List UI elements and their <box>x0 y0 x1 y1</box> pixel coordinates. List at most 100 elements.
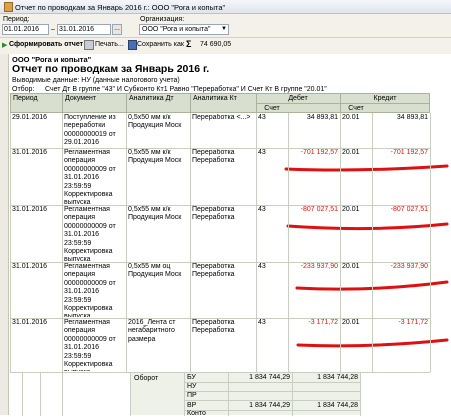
column-header: Дебет <box>288 95 308 102</box>
org-label: Организация: <box>140 16 185 23</box>
totals-line <box>130 373 131 416</box>
cell: Регламентная операция 00000000009 от 31.… <box>64 206 116 261</box>
row-border <box>10 372 430 373</box>
cell: Поступление из переработки 00000000019 о… <box>64 114 116 147</box>
cell: 20.01 <box>342 114 360 121</box>
totals-line <box>184 373 185 416</box>
column-header: Период <box>13 95 38 102</box>
sum-icon[interactable]: Σ <box>186 39 192 49</box>
date-to-field[interactable]: 31.01.2016 <box>57 24 111 35</box>
dropdown-arrow: ▼ <box>221 26 227 32</box>
column-header: Аналитика Дт <box>129 95 174 102</box>
cell: 43 <box>258 319 266 326</box>
generate-button[interactable]: Сформировать отчет <box>9 41 84 48</box>
totals-cell: 1 834 744,28 <box>317 401 358 409</box>
red-underline <box>296 338 449 348</box>
cell: Переработка Переработка <box>192 319 235 335</box>
cell: 31.01.2016 <box>12 319 48 326</box>
totals-cell: 1 834 744,28 <box>317 374 358 381</box>
print-button[interactable]: Печать... <box>95 41 124 48</box>
org: ООО "Рога и копыта" <box>142 26 211 33</box>
cell: -3 171,72 <box>308 319 338 326</box>
cell: 0,5x55 мм к/к Продукция Моск <box>128 206 182 222</box>
column-header: Кредит <box>373 95 397 102</box>
column-line <box>190 113 191 372</box>
totals-next: Конто <box>187 409 206 417</box>
totals-cell: 1 834 744,29 <box>249 401 290 409</box>
separator: – <box>51 26 55 33</box>
row-border <box>10 262 430 263</box>
cell: Переработка Переработка <box>192 149 235 165</box>
row-border <box>10 318 430 319</box>
cell: Переработка Переработка <box>192 263 235 279</box>
header-divider <box>62 93 63 113</box>
cell: 31.01.2016 <box>12 206 48 213</box>
report-margin <box>0 54 9 415</box>
totals-row-line <box>184 382 360 383</box>
totals-line <box>292 373 293 416</box>
column-header: Документ <box>65 95 97 102</box>
header-divider <box>126 93 127 113</box>
column-line <box>372 113 373 372</box>
cell: -807 027,51 <box>390 206 428 213</box>
window-title: Отчет по проводкам за Январь 2016 г.: ОО… <box>15 3 226 12</box>
cell: 20.01 <box>342 263 360 270</box>
totals-cell: ВР <box>187 401 197 409</box>
cell: 31.01.2016 <box>12 149 48 156</box>
totals-line <box>40 373 41 416</box>
org-field[interactable]: ООО "Рога и копыта" ▼ <box>139 24 229 35</box>
cell: 34 893,81 <box>396 114 428 121</box>
cell: 34 893,81 <box>306 114 338 121</box>
totals-cell: БУ <box>187 374 196 381</box>
cell: 43 <box>258 149 266 156</box>
cell: 2016_Лента ст негабаритного размера <box>128 319 176 343</box>
cell: Регламентная операция 00000000009 от 31.… <box>64 319 116 371</box>
totals-cell: 1 834 744,29 <box>249 374 290 381</box>
totals-line <box>62 373 63 416</box>
report-output: Выводимые данные: НУ (данные налогового … <box>12 77 180 84</box>
cell: -233 937,90 <box>390 263 428 270</box>
cell: 31.01.2016 <box>12 263 48 270</box>
red-underline <box>286 222 449 231</box>
cell: 20.01 <box>342 206 360 213</box>
header-divider <box>190 93 191 113</box>
totals-line <box>22 373 23 416</box>
cell: 43 <box>258 263 266 270</box>
totals-row-line <box>184 409 360 411</box>
cell: 43 <box>258 206 266 213</box>
column-line <box>256 113 257 372</box>
cell: -701 192,57 <box>300 149 338 156</box>
date-from: 01.01.2016 <box>4 26 40 33</box>
row-border <box>10 148 430 149</box>
sum-value: 74 690,05 <box>200 41 232 48</box>
sub-header: Счет <box>264 105 280 112</box>
column-line <box>62 113 63 372</box>
filter: Счет Дт В группе "43" И Субконто Кт1 Рав… <box>45 86 327 93</box>
column-line <box>340 113 341 372</box>
totals-line <box>360 373 361 416</box>
cell: 20.01 <box>342 319 360 326</box>
report-title: Отчет по проводкам за Январь 2016 г. <box>12 63 210 75</box>
save-icon <box>128 40 137 50</box>
more: ... <box>114 25 120 32</box>
cell: 43 <box>258 114 266 121</box>
run-icon: ▶ <box>2 42 8 49</box>
header-divider <box>256 103 430 104</box>
cell: 0,5x50 мм к/к Продукция Моск <box>128 114 182 130</box>
cell: 0,5x55 мм к/к Продукция Моск <box>128 149 182 165</box>
toolbar: Период: 01.01.2016 – 31.01.2016 ... Орга… <box>0 14 451 54</box>
title-icon <box>4 2 13 12</box>
cell: 20.01 <box>342 149 360 156</box>
print-icon <box>84 40 94 50</box>
column-line <box>126 113 127 372</box>
save-button[interactable]: Сохранить как <box>137 41 184 48</box>
period-label: Период: <box>3 16 30 23</box>
date-from-field[interactable]: 01.01.2016 <box>2 24 49 35</box>
period-button[interactable]: ... <box>112 24 122 35</box>
cell: Переработка Переработка <box>192 206 235 222</box>
date-to: 31.01.2016 <box>59 26 95 33</box>
cell: 29.01.2016 <box>12 114 48 121</box>
row-border <box>10 205 430 206</box>
